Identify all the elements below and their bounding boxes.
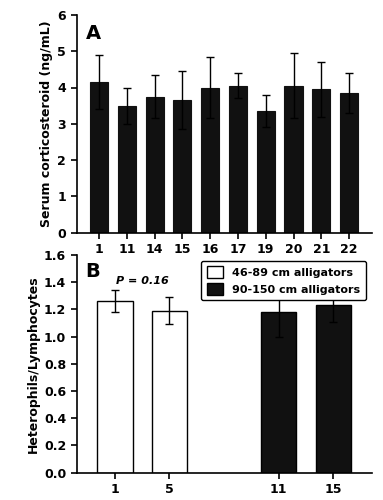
Legend: 46-89 cm alligators, 90-150 cm alligators: 46-89 cm alligators, 90-150 cm alligator… bbox=[201, 260, 366, 300]
Text: B: B bbox=[85, 262, 100, 280]
Text: P = 0.16: P = 0.16 bbox=[116, 276, 169, 285]
Bar bbox=[312, 90, 330, 233]
Bar bbox=[285, 86, 303, 233]
Bar bbox=[152, 310, 187, 472]
Bar bbox=[146, 96, 164, 232]
Text: P = 0.95: P = 0.95 bbox=[280, 270, 332, 280]
Bar bbox=[201, 88, 219, 233]
Bar bbox=[261, 312, 296, 472]
Bar bbox=[257, 111, 275, 232]
X-axis label: Building number: Building number bbox=[166, 260, 282, 273]
Bar bbox=[340, 93, 358, 232]
Bar bbox=[229, 86, 247, 233]
Text: A: A bbox=[85, 24, 101, 42]
Bar bbox=[316, 306, 351, 472]
Bar bbox=[173, 100, 192, 232]
Bar bbox=[118, 106, 136, 232]
Y-axis label: Heterophils/Lymphocytes: Heterophils/Lymphocytes bbox=[27, 275, 40, 452]
Bar bbox=[97, 301, 133, 472]
Bar bbox=[90, 82, 108, 233]
Y-axis label: Serum corticosteroid (ng/mL): Serum corticosteroid (ng/mL) bbox=[40, 20, 53, 227]
